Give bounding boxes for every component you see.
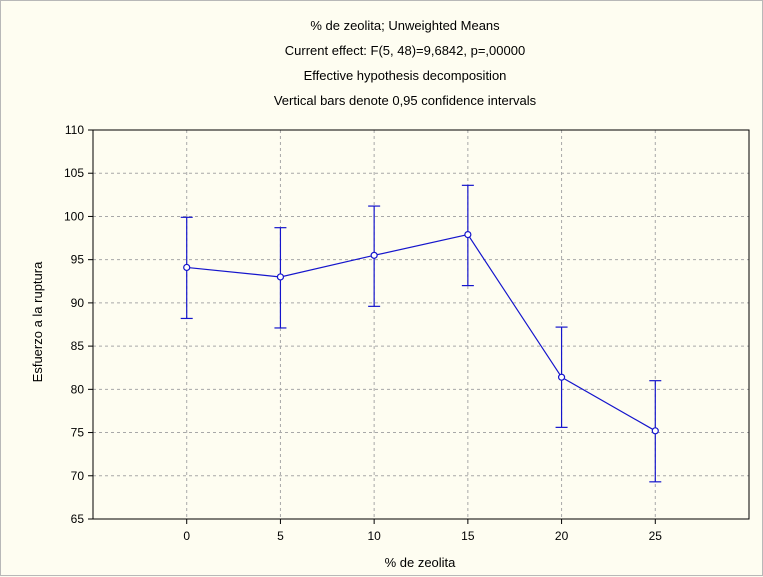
y-tick-label: 80 — [71, 382, 85, 396]
data-point — [651, 427, 659, 435]
chart-title-group: % de zeolita; Unweighted Means Current e… — [274, 18, 537, 108]
chart-subtitle-effect: Current effect: F(5, 48)=9,6842, p=,0000… — [285, 43, 525, 58]
grid-lines — [93, 130, 749, 519]
y-axis-label: Esfuerzo a la ruptura — [30, 261, 45, 382]
y-axis-ticks: 65 70 75 80 85 90 95 100 105 110 — [64, 123, 93, 526]
x-tick-label: 20 — [555, 529, 569, 543]
x-axis-ticks: 0 5 10 15 20 25 — [183, 519, 662, 543]
x-tick-label: 10 — [367, 529, 381, 543]
data-point — [557, 373, 566, 381]
y-tick-label: 70 — [71, 469, 85, 483]
series-line-group — [186, 233, 656, 432]
x-axis-label: % de zeolita — [385, 555, 457, 570]
plot-area-border — [92, 129, 750, 520]
y-tick-label: 105 — [64, 166, 84, 180]
y-tick-label: 95 — [71, 253, 85, 267]
data-points — [183, 230, 659, 435]
data-point — [183, 263, 191, 272]
x-tick-label: 15 — [461, 529, 475, 543]
series-line — [186, 233, 656, 432]
error-bars — [180, 184, 662, 483]
chart-subtitle-ci: Vertical bars denote 0,95 confidence int… — [274, 93, 537, 108]
x-tick-label: 25 — [649, 529, 663, 543]
y-tick-label: 90 — [71, 296, 85, 310]
chart-subtitle-hypothesis: Effective hypothesis decomposition — [304, 68, 507, 83]
data-point — [276, 273, 285, 281]
data-point — [464, 230, 472, 239]
x-tick-label: 0 — [183, 529, 190, 543]
y-tick-label: 100 — [64, 209, 84, 223]
data-point — [370, 251, 378, 259]
chart-title: % de zeolita; Unweighted Means — [310, 18, 500, 33]
y-tick-label: 85 — [71, 339, 85, 353]
y-tick-label: 110 — [65, 123, 84, 137]
y-tick-label: 75 — [71, 426, 85, 440]
y-tick-label: 65 — [71, 512, 85, 526]
x-tick-label: 5 — [277, 529, 284, 543]
